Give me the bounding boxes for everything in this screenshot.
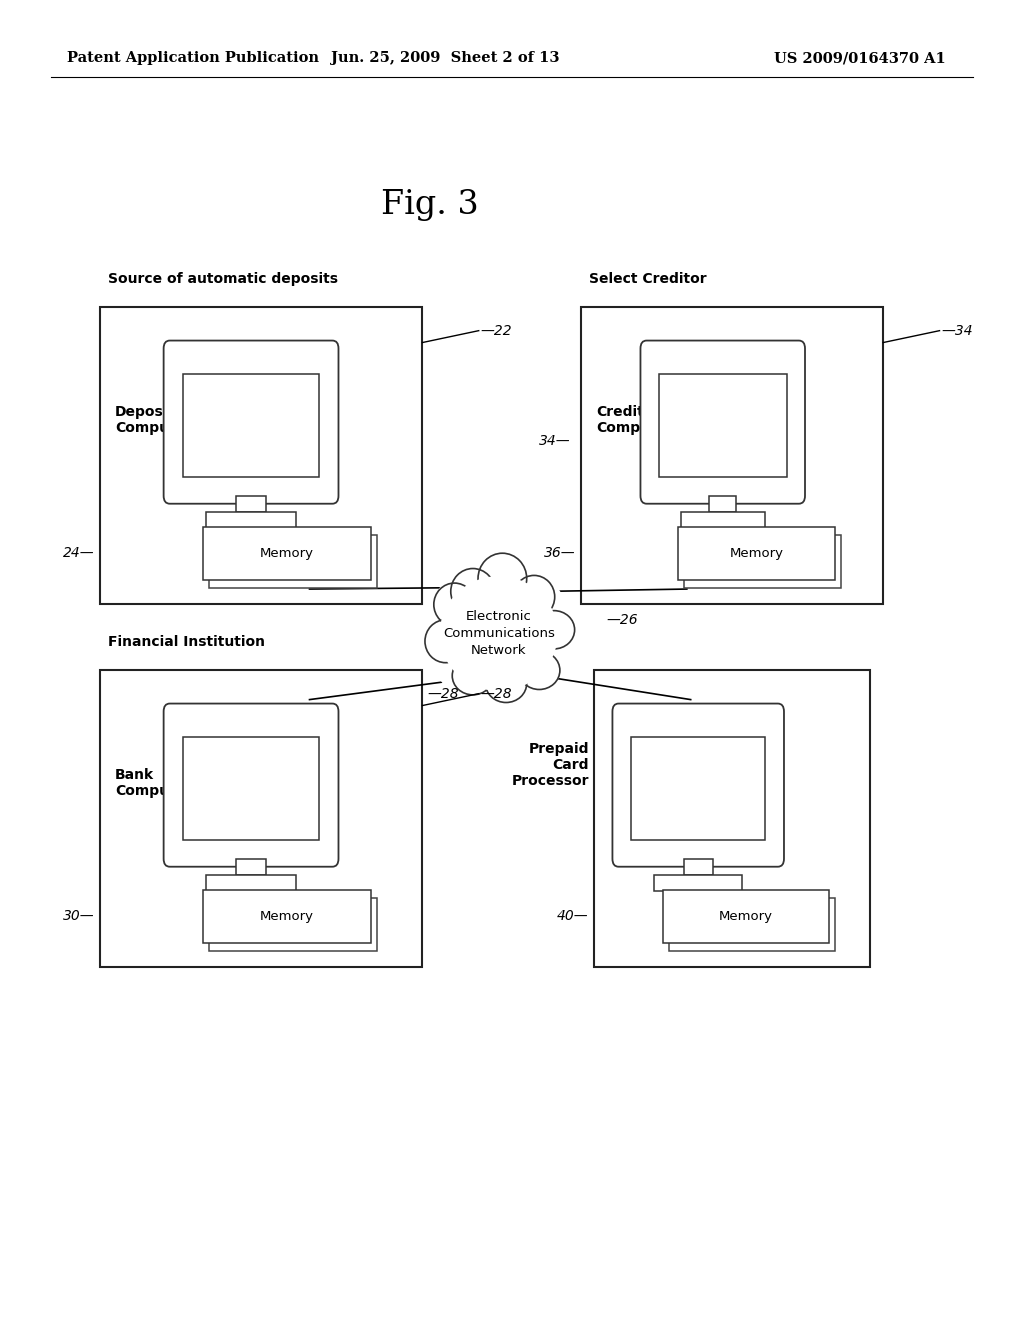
Bar	[237, 859, 265, 875]
Bar	[207, 875, 296, 891]
Bar	[209, 898, 377, 950]
Bar	[709, 496, 736, 512]
Ellipse shape	[513, 576, 555, 618]
Bar	[678, 527, 835, 581]
Bar	[684, 535, 841, 589]
Bar	[207, 512, 296, 528]
Text: —34: —34	[942, 323, 973, 338]
Bar	[658, 374, 786, 477]
Text: Deposit
Computer: Deposit Computer	[115, 405, 193, 434]
Ellipse shape	[439, 576, 558, 692]
Bar	[209, 535, 377, 589]
Text: Jun. 25, 2009  Sheet 2 of 13: Jun. 25, 2009 Sheet 2 of 13	[331, 51, 560, 65]
Bar	[654, 875, 742, 891]
Ellipse shape	[534, 611, 574, 649]
Text: Memory: Memory	[719, 909, 773, 923]
Ellipse shape	[485, 664, 526, 702]
Text: Fig. 3: Fig. 3	[381, 189, 479, 220]
Text: Source of automatic deposits: Source of automatic deposits	[109, 272, 338, 286]
Text: —22: —22	[481, 323, 512, 338]
Bar	[670, 898, 836, 950]
Ellipse shape	[518, 651, 560, 689]
Bar	[632, 737, 765, 840]
Bar	[582, 308, 883, 605]
Text: Creditor
Computer: Creditor Computer	[596, 405, 674, 434]
Bar	[594, 669, 870, 966]
Bar	[681, 512, 765, 528]
Text: 40—: 40—	[557, 909, 589, 924]
Text: Memory: Memory	[729, 546, 783, 560]
Text: Electronic
Communications
Network: Electronic Communications Network	[442, 610, 555, 657]
Bar	[203, 527, 371, 581]
Bar	[237, 496, 265, 512]
Ellipse shape	[478, 553, 526, 603]
Text: Memory: Memory	[260, 909, 314, 923]
Text: Select Creditor: Select Creditor	[590, 272, 707, 286]
Text: Financial Institution: Financial Institution	[109, 635, 265, 649]
Text: Bank
Computer: Bank Computer	[115, 768, 193, 797]
Bar	[182, 737, 319, 840]
FancyBboxPatch shape	[612, 704, 784, 867]
Text: —28: —28	[481, 686, 512, 701]
Text: US 2009/0164370 A1: US 2009/0164370 A1	[774, 51, 946, 65]
Text: 24—: 24—	[63, 546, 94, 561]
Text: Memory: Memory	[260, 546, 314, 560]
Bar	[182, 374, 319, 477]
Text: 30—: 30—	[63, 909, 94, 924]
Text: Patent Application Publication: Patent Application Publication	[67, 51, 318, 65]
Text: Prepaid
Card
Processor: Prepaid Card Processor	[511, 742, 589, 788]
Ellipse shape	[453, 656, 494, 694]
Text: —28: —28	[428, 686, 459, 701]
FancyBboxPatch shape	[164, 341, 339, 504]
Bar	[664, 890, 829, 942]
Bar	[100, 308, 422, 605]
Ellipse shape	[425, 557, 572, 710]
Bar	[203, 890, 371, 942]
Ellipse shape	[451, 569, 495, 615]
FancyBboxPatch shape	[640, 341, 805, 504]
Ellipse shape	[434, 583, 475, 626]
Text: 34—: 34—	[540, 433, 571, 447]
Bar	[100, 669, 422, 966]
Bar	[684, 859, 713, 875]
Text: 36—: 36—	[545, 546, 575, 561]
FancyBboxPatch shape	[164, 704, 339, 867]
Ellipse shape	[425, 620, 466, 663]
Text: —26: —26	[606, 614, 638, 627]
